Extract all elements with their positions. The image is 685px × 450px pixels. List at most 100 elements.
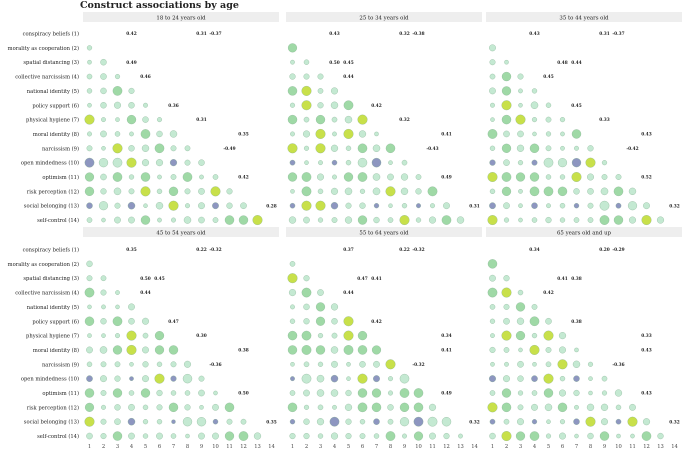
correlation-value-label: 0.32 (399, 118, 409, 123)
correlation-dot (557, 402, 568, 413)
correlation-dot (287, 330, 298, 341)
correlation-dot (415, 217, 422, 223)
correlation-dot (559, 174, 566, 180)
correlation-dot (240, 202, 247, 209)
correlation-value-label: 0.42 (238, 176, 248, 181)
correlation-dot (501, 287, 512, 298)
correlation-dot (344, 403, 353, 411)
correlation-dot (128, 318, 135, 325)
correlation-dot (613, 186, 624, 197)
correlation-dot (128, 432, 135, 440)
correlation-dot (100, 361, 107, 368)
correlation-dot (489, 274, 496, 282)
x-tick-label: 6 (561, 444, 564, 450)
correlation-dot (443, 202, 450, 210)
correlation-dot (303, 389, 310, 397)
correlation-dot (373, 216, 380, 224)
correlation-dot (170, 361, 177, 368)
correlation-dot (518, 189, 523, 194)
correlation-dot (601, 174, 608, 180)
correlation-dot (315, 200, 326, 211)
correlation-dot (287, 273, 298, 284)
correlation-dot (458, 433, 463, 439)
correlation-dot (543, 186, 554, 197)
correlation-dot (331, 360, 338, 368)
x-tick-label: 10 (615, 444, 622, 450)
correlation-dot (517, 73, 524, 80)
correlation-dot (198, 375, 205, 382)
correlation-dot (156, 404, 163, 411)
correlation-dot (489, 44, 496, 52)
correlation-dot (515, 114, 526, 125)
correlation-dot (371, 157, 382, 168)
correlation-dot (345, 202, 352, 209)
correlation-dot (168, 402, 179, 412)
correlation-dot (574, 145, 579, 151)
correlation-dot (517, 361, 524, 368)
correlation-dot (101, 117, 106, 122)
correlation-dot (343, 330, 354, 341)
x-tick-label: 5 (547, 444, 550, 450)
correlation-dot (301, 172, 312, 182)
correlation-dot (357, 331, 368, 341)
correlation-dot (100, 418, 107, 425)
correlation-dot (503, 159, 510, 166)
correlation-dot (289, 419, 296, 425)
correlation-dot (587, 145, 594, 152)
correlation-dot (100, 289, 107, 296)
correlation-dot (601, 418, 608, 426)
correlation-dot (128, 174, 135, 180)
correlation-dot (601, 375, 608, 382)
x-tick-label: 9 (603, 444, 606, 450)
correlation-dot (585, 157, 596, 168)
correlation-dot (128, 145, 135, 152)
correlation-dot (330, 303, 339, 311)
correlation-dot (573, 203, 580, 209)
correlation-dot (100, 173, 107, 181)
correlation-dot (87, 333, 92, 338)
correlation-dot (304, 160, 309, 165)
correlation-dot (489, 159, 496, 166)
correlation-dot (357, 373, 368, 384)
correlation-dot (112, 316, 123, 327)
correlation-dot (374, 131, 379, 137)
correlation-dot (290, 304, 295, 310)
correlation-dot (112, 431, 123, 441)
correlation-dot (543, 388, 554, 398)
correlation-dot (301, 287, 312, 298)
correlation-dot (332, 174, 337, 180)
correlation-value-label: 0.38 (571, 320, 581, 325)
row-label: policy support (6) (32, 318, 79, 325)
correlation-dot (429, 432, 436, 440)
correlation-dot (142, 419, 149, 425)
correlation-dot (301, 100, 312, 111)
correlation-dot (559, 389, 566, 397)
correlation-dot (198, 202, 205, 210)
correlation-dot (142, 346, 149, 354)
correlation-dot (84, 402, 95, 412)
correlation-dot (288, 289, 297, 297)
correlation-dot (501, 172, 512, 182)
x-tick-label: 13 (254, 444, 261, 450)
correlation-dot (503, 130, 510, 138)
correlation-dot (143, 203, 148, 208)
correlation-dot (112, 157, 123, 168)
x-tick-label: 3 (116, 444, 119, 450)
correlation-value-label: 0.35 (126, 248, 136, 253)
correlation-dot (346, 362, 351, 367)
x-tick-label: 11 (226, 444, 233, 450)
correlation-dot (184, 404, 191, 411)
correlation-dot (316, 374, 325, 383)
correlation-dot (101, 404, 106, 410)
correlation-dot (303, 433, 310, 440)
correlation-dot (303, 361, 310, 368)
correlation-dot (359, 361, 366, 368)
correlation-dot (359, 188, 366, 194)
correlation-dot (303, 303, 310, 311)
row-label: policy support (6) (32, 102, 79, 109)
correlation-dot (331, 159, 338, 166)
correlation-dot (226, 202, 233, 209)
correlation-dot (385, 359, 396, 370)
correlation-dot (86, 346, 93, 354)
correlation-dot (113, 187, 122, 196)
